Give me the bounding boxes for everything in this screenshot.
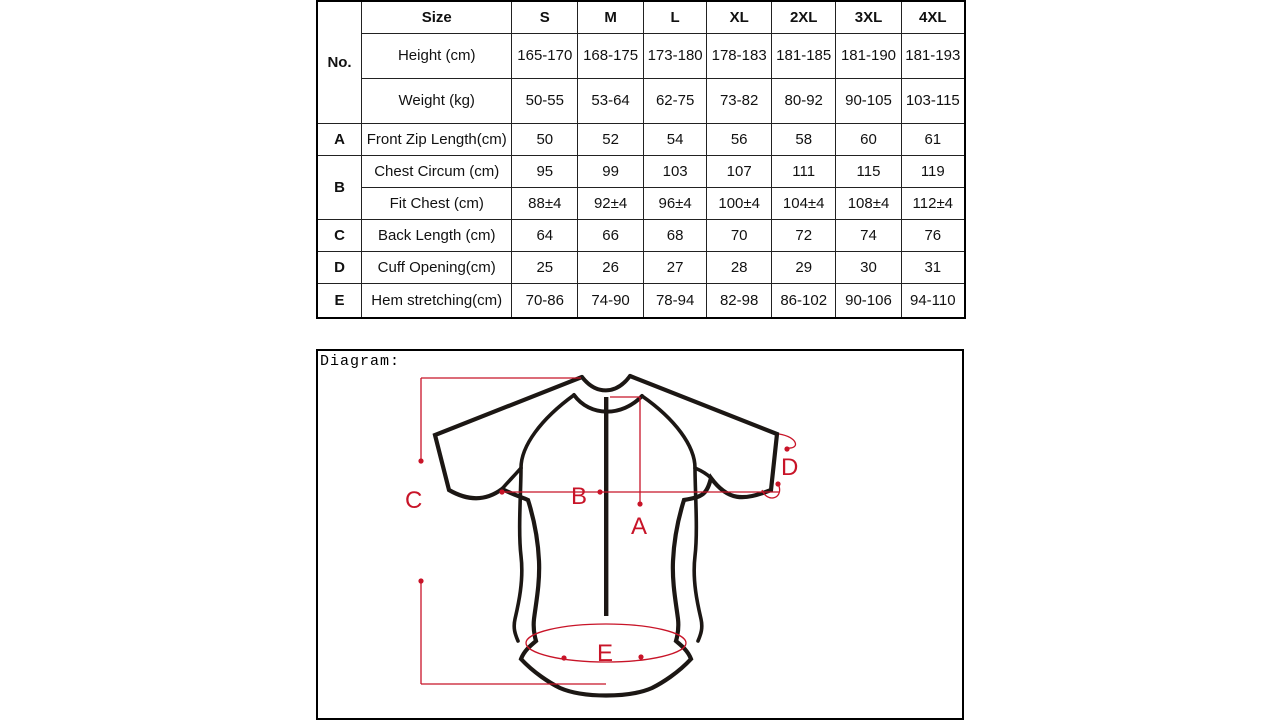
svg-text:D: D	[781, 454, 798, 481]
svg-text:A: A	[631, 513, 647, 540]
svg-text:E: E	[597, 640, 613, 667]
svg-text:B: B	[571, 483, 587, 510]
svg-text:C: C	[405, 487, 422, 514]
